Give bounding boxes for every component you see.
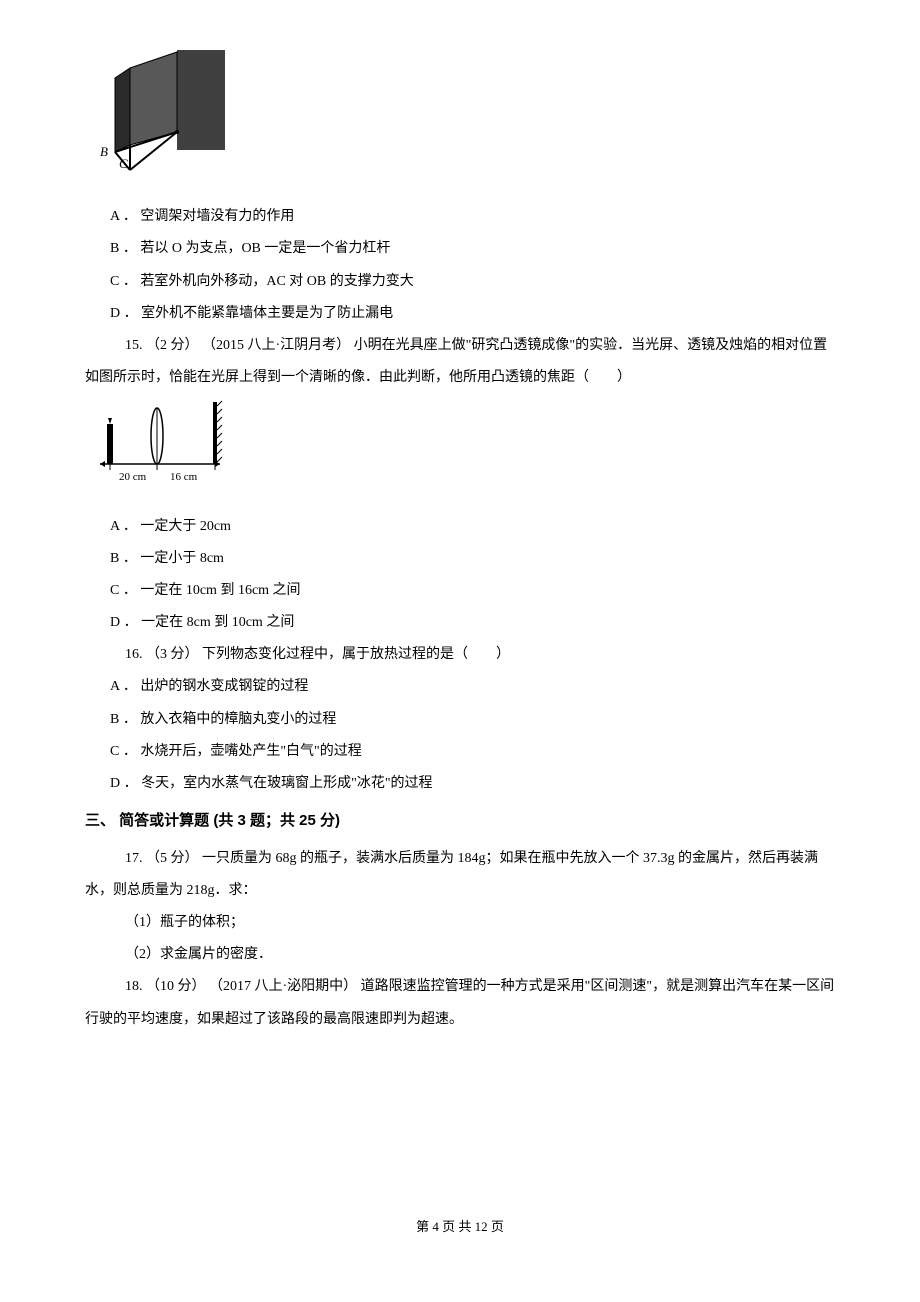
q14-figure-container: B C (95, 50, 835, 193)
page-footer: 第 4 页 共 12 页 (0, 1212, 920, 1242)
q15-option-b: B ． 一定小于 8cm (85, 543, 835, 575)
dim-left: 20 cm (119, 471, 147, 483)
q17-sub1: （1）瓶子的体积； (85, 907, 835, 939)
q14-option-b: B ． 若以 O 为支点，OB 一定是一个省力杠杆 (85, 233, 835, 265)
q15-option-c: C ． 一定在 10cm 到 16cm 之间 (85, 575, 835, 607)
lens-figure: 20 cm 16 cm (95, 394, 225, 489)
q18-stem: 18. （10 分） （2017 八上·泌阳期中） 道路限速监控管理的一种方式是… (85, 971, 835, 1035)
q16-option-c: C ． 水烧开后，壶嘴处产生"白气"的过程 (85, 736, 835, 768)
q16-option-b: B ． 放入衣箱中的樟脑丸变小的过程 (85, 704, 835, 736)
q17-sub2: （2）求金属片的密度． (85, 939, 835, 971)
label-b: B (100, 144, 108, 159)
q15-figure-container: 20 cm 16 cm (95, 394, 835, 502)
q16-stem: 16. （3 分） 下列物态变化过程中，属于放热过程的是（ ） (85, 639, 835, 671)
q14-option-a: A ． 空调架对墙没有力的作用 (85, 201, 835, 233)
section-3-heading: 三、 简答或计算题 (共 3 题；共 25 分) (85, 804, 835, 839)
q15-stem: 15. （2 分） （2015 八上·江阴月考） 小明在光具座上做"研究凸透镜成… (85, 330, 835, 394)
ac-unit-figure: B C (95, 50, 225, 180)
q16-option-a: A ． 出炉的钢水变成钢锭的过程 (85, 671, 835, 703)
q16-option-d: D ． 冬天，室内水蒸气在玻璃窗上形成"冰花"的过程 (85, 768, 835, 800)
q15-option-d: D ． 一定在 8cm 到 10cm 之间 (85, 607, 835, 639)
q14-option-d: D ． 室外机不能紧靠墙体主要是为了防止漏电 (85, 298, 835, 330)
q14-option-c: C ． 若室外机向外移动，AC 对 OB 的支撑力变大 (85, 266, 835, 298)
q17-stem: 17. （5 分） 一只质量为 68g 的瓶子，装满水后质量为 184g；如果在… (85, 843, 835, 907)
label-c: C (119, 156, 128, 171)
q15-option-a: A ． 一定大于 20cm (85, 511, 835, 543)
dim-right: 16 cm (170, 471, 198, 483)
